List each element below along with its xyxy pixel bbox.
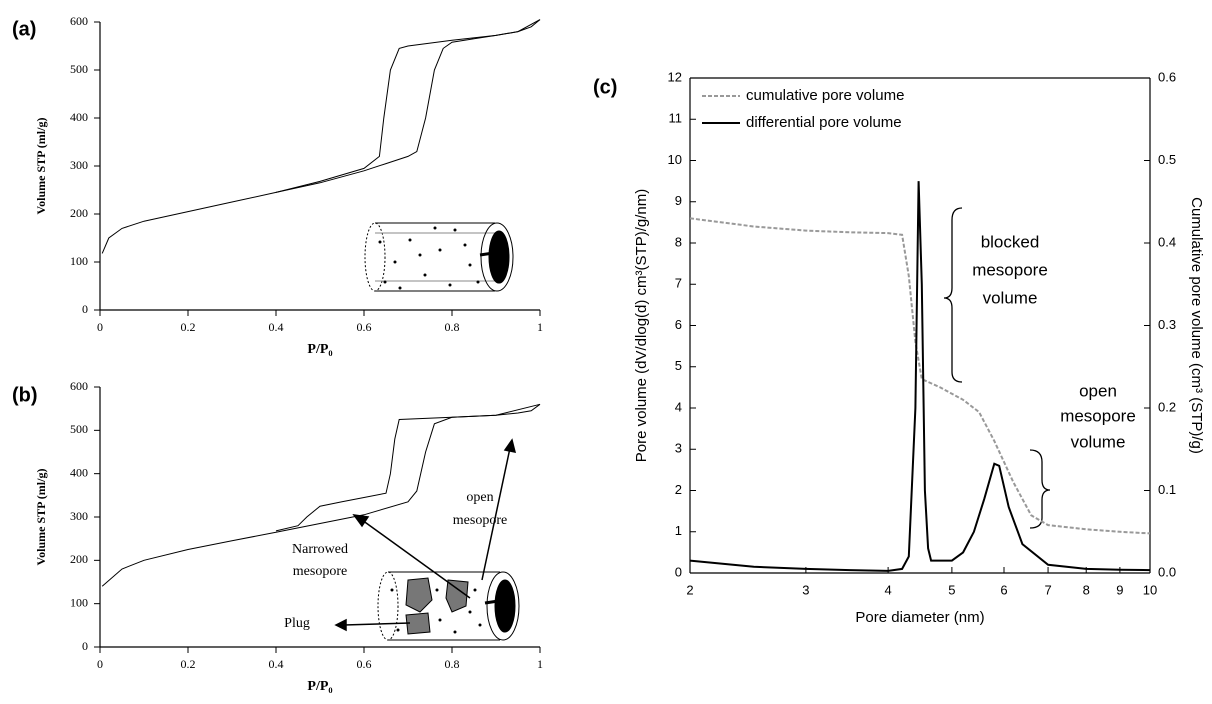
y-tick-label: 200 bbox=[70, 552, 88, 566]
x-tick-label: 1 bbox=[537, 657, 543, 671]
y-tick-label: 100 bbox=[70, 254, 88, 268]
x-tick-label: 0.4 bbox=[269, 657, 284, 671]
x-axis-label: P/P₀ bbox=[307, 679, 332, 694]
annotation: Narrowed bbox=[292, 542, 348, 557]
y-tick-label: 3 bbox=[675, 441, 682, 456]
annotation: volume bbox=[1071, 432, 1126, 451]
legend-label: cumulative pore volume bbox=[746, 87, 904, 104]
annotation: blocked bbox=[981, 232, 1040, 251]
y-axis-label: Volume STP (ml/g) bbox=[34, 469, 48, 566]
x-tick-label: 0.2 bbox=[181, 657, 196, 671]
y-tick-label: 11 bbox=[669, 111, 683, 126]
series-line bbox=[101, 19, 541, 254]
y-axis-label: Volume STP (ml/g) bbox=[34, 118, 48, 215]
annotation: volume bbox=[983, 288, 1038, 307]
y-tick-label: 0 bbox=[675, 564, 682, 579]
y-tick-label: 8 bbox=[675, 234, 682, 249]
annotation: Plug bbox=[284, 616, 310, 631]
panel-label: (a) bbox=[12, 18, 36, 40]
x-tick-label: 0 bbox=[97, 320, 103, 334]
x-axis-label: P/P₀ bbox=[307, 342, 332, 357]
panel-label: (b) bbox=[12, 384, 38, 406]
y2-tick-label: 0.6 bbox=[1158, 69, 1176, 84]
x-tick-label: 9 bbox=[1116, 582, 1123, 597]
annotation: mesopore bbox=[972, 260, 1048, 279]
x-tick-label: 2 bbox=[686, 582, 693, 597]
y-tick-label: 200 bbox=[70, 206, 88, 220]
y-tick-label: 5 bbox=[675, 358, 682, 373]
x-axis-label: Pore diameter (nm) bbox=[855, 609, 984, 626]
x-tick-label: 3 bbox=[802, 582, 809, 597]
y2-tick-label: 0.5 bbox=[1158, 152, 1176, 167]
pore-schematic bbox=[364, 222, 514, 292]
x-tick-label: 4 bbox=[884, 582, 891, 597]
x-tick-label: 8 bbox=[1083, 582, 1090, 597]
annotation: open bbox=[466, 490, 493, 505]
pore-schematic bbox=[334, 438, 520, 641]
x-tick-label: 10 bbox=[1143, 582, 1157, 597]
y-tick-label: 0 bbox=[82, 302, 88, 316]
annotation: open bbox=[1079, 381, 1117, 400]
annotation: mesopore bbox=[1060, 406, 1136, 425]
y-tick-label: 7 bbox=[675, 276, 682, 291]
y-tick-label: 400 bbox=[70, 110, 88, 124]
y2-tick-label: 0.4 bbox=[1158, 234, 1176, 249]
x-tick-label: 0.8 bbox=[445, 320, 460, 334]
x-tick-label: 1 bbox=[537, 320, 543, 334]
x-tick-label: 5 bbox=[948, 582, 955, 597]
panel-label: (c) bbox=[593, 76, 617, 98]
y-tick-label: 12 bbox=[668, 69, 682, 84]
series-line bbox=[275, 19, 541, 193]
y-tick-label: 100 bbox=[70, 595, 88, 609]
y-tick-label: 500 bbox=[70, 422, 88, 436]
y-tick-label: 600 bbox=[70, 14, 88, 28]
y-tick-label: 1 bbox=[675, 523, 682, 538]
y-tick-label: 6 bbox=[675, 317, 682, 332]
series-line bbox=[689, 181, 1151, 572]
y-tick-label: 500 bbox=[70, 62, 88, 76]
y-tick-label: 400 bbox=[70, 465, 88, 479]
series-line bbox=[275, 403, 541, 532]
y-tick-label: 10 bbox=[668, 152, 682, 167]
x-tick-label: 0.6 bbox=[357, 657, 372, 671]
y-axis-label: Pore volume (dV/dlog(d) cm³(STP)/g/nm) bbox=[633, 189, 650, 462]
chart-panel: (b) 0 100 200 300 400 500 600 0 0.2 0.4 0.6 0.8 1 P/P₀… bbox=[12, 379, 543, 694]
y2-tick-label: 0.2 bbox=[1158, 399, 1176, 414]
y2-tick-label: 0.3 bbox=[1158, 317, 1176, 332]
series-line bbox=[689, 217, 1151, 535]
y-tick-label: 2 bbox=[675, 482, 682, 497]
y-tick-label: 600 bbox=[70, 379, 88, 393]
y-tick-label: 300 bbox=[70, 509, 88, 523]
y2-axis-label: Cumulative pore volume (cm³ (STP)/g) bbox=[1188, 197, 1205, 454]
x-tick-label: 0.2 bbox=[181, 320, 196, 334]
y2-tick-label: 0.0 bbox=[1158, 564, 1176, 579]
x-tick-label: 7 bbox=[1044, 582, 1051, 597]
x-tick-label: 6 bbox=[1000, 582, 1007, 597]
x-tick-label: 0.8 bbox=[445, 657, 460, 671]
chart-panel: (c)01234567891011120.00.10.20.30.40.50.6… bbox=[593, 69, 1205, 626]
y-tick-label: 4 bbox=[675, 399, 682, 414]
annotation: mesopore bbox=[293, 564, 347, 579]
x-tick-label: 0.4 bbox=[269, 320, 284, 334]
y-tick-label: 0 bbox=[82, 639, 88, 653]
y-tick-label: 9 bbox=[675, 193, 682, 208]
legend-label: differential pore volume bbox=[746, 114, 902, 131]
series-line bbox=[101, 403, 541, 587]
x-tick-label: 0 bbox=[97, 657, 103, 671]
y-tick-label: 300 bbox=[70, 158, 88, 172]
y2-tick-label: 0.1 bbox=[1158, 482, 1176, 497]
annotation: mesopore bbox=[453, 513, 507, 528]
brace bbox=[943, 207, 1051, 529]
x-tick-label: 0.6 bbox=[357, 320, 372, 334]
chart-panel: (a) 0 100 200 300 400 500 600 0 0.2 0.4 0.6 0.8 1 P/P₀… bbox=[12, 14, 543, 357]
